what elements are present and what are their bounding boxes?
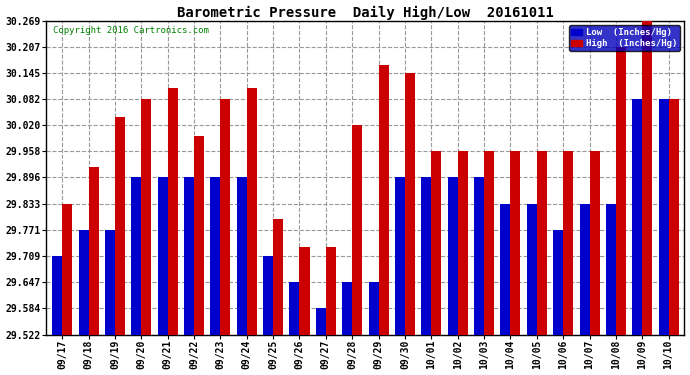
Bar bbox=[194, 135, 204, 334]
Bar bbox=[131, 177, 141, 334]
Bar bbox=[237, 177, 247, 334]
Bar bbox=[263, 256, 273, 334]
Bar bbox=[448, 177, 457, 334]
Bar bbox=[405, 73, 415, 334]
Bar bbox=[484, 152, 494, 334]
Bar bbox=[290, 282, 299, 334]
Bar bbox=[273, 219, 283, 334]
Bar bbox=[632, 99, 642, 334]
Bar bbox=[247, 88, 257, 334]
Bar bbox=[220, 99, 230, 334]
Bar bbox=[379, 65, 388, 335]
Bar bbox=[606, 204, 616, 334]
Bar bbox=[658, 99, 669, 334]
Bar bbox=[184, 177, 194, 334]
Bar bbox=[474, 177, 484, 334]
Bar bbox=[669, 99, 679, 334]
Text: Copyright 2016 Cartronics.com: Copyright 2016 Cartronics.com bbox=[52, 26, 208, 34]
Bar bbox=[352, 125, 362, 335]
Bar bbox=[563, 152, 573, 334]
Bar bbox=[79, 230, 88, 334]
Bar bbox=[526, 204, 537, 334]
Bar bbox=[52, 256, 62, 334]
Bar bbox=[422, 177, 431, 334]
Bar bbox=[589, 152, 600, 334]
Bar bbox=[457, 152, 468, 334]
Bar bbox=[580, 204, 589, 334]
Bar bbox=[316, 309, 326, 334]
Bar bbox=[141, 99, 151, 334]
Bar bbox=[511, 152, 520, 334]
Bar bbox=[299, 247, 310, 334]
Bar bbox=[642, 21, 652, 334]
Bar bbox=[115, 117, 125, 334]
Bar bbox=[500, 204, 511, 334]
Bar bbox=[342, 282, 352, 334]
Bar bbox=[62, 204, 72, 334]
Bar bbox=[88, 167, 99, 334]
Bar bbox=[368, 282, 379, 334]
Bar bbox=[553, 230, 563, 334]
Bar bbox=[537, 152, 546, 334]
Legend: Low  (Inches/Hg), High  (Inches/Hg): Low (Inches/Hg), High (Inches/Hg) bbox=[569, 26, 680, 51]
Bar bbox=[395, 177, 405, 334]
Bar bbox=[210, 177, 220, 334]
Bar bbox=[616, 47, 626, 334]
Bar bbox=[326, 247, 336, 334]
Bar bbox=[431, 152, 442, 334]
Title: Barometric Pressure  Daily High/Low  20161011: Barometric Pressure Daily High/Low 20161… bbox=[177, 6, 554, 20]
Bar bbox=[157, 177, 168, 334]
Bar bbox=[105, 230, 115, 334]
Bar bbox=[168, 88, 177, 334]
